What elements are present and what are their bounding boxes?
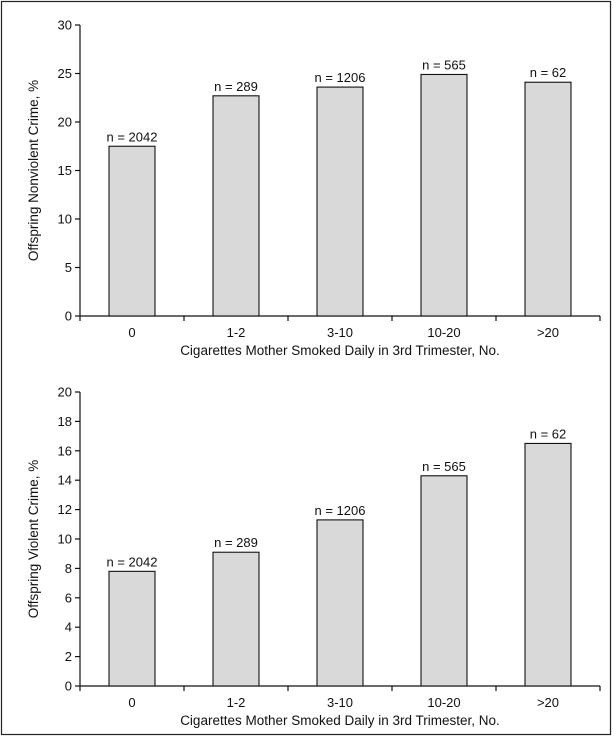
y-axis-title: Offspring Nonviolent Crime, % — [26, 80, 41, 261]
bar-data-label: n = 289 — [214, 79, 258, 94]
y-axis-title: Offspring Violent Crime, % — [26, 460, 41, 619]
x-tick-label: 1-2 — [227, 325, 246, 340]
bar-data-label: n = 1206 — [315, 70, 366, 85]
nonviolent-crime-chart: 0 5 10 15 20 25 30 n = 2042 0 n = 289 1-2 n = 1206 3… — [26, 18, 601, 358]
bar-3-10 — [316, 86, 364, 317]
y-tick-label: 10 — [58, 532, 72, 547]
bar-0 — [108, 570, 156, 687]
bar-data-label: n = 62 — [530, 426, 567, 441]
x-tick-label: 3-10 — [327, 325, 353, 340]
bar-3-10 — [316, 519, 364, 687]
x-tick-label: 10-20 — [427, 695, 460, 710]
x-tick-label: 0 — [128, 325, 135, 340]
y-tick-label: 2 — [65, 649, 72, 664]
bar-data-label: n = 565 — [422, 459, 466, 474]
bar-data-label: n = 1206 — [315, 503, 366, 518]
bar-10-20 — [420, 475, 468, 687]
y-tick-label: 25 — [58, 66, 72, 81]
bar-data-label: n = 2042 — [107, 554, 158, 569]
y-tick-label: 0 — [65, 309, 72, 324]
y-tick-label: 20 — [58, 385, 72, 400]
y-tick-label: 30 — [58, 18, 72, 33]
y-tick-label: 16 — [58, 443, 72, 458]
x-tick-label: 1-2 — [227, 695, 246, 710]
bar-1-2 — [212, 551, 260, 687]
y-tick-label: 12 — [58, 502, 72, 517]
bar-data-label: n = 62 — [530, 65, 567, 80]
y-tick-label: 8 — [65, 561, 72, 576]
violent-crime-chart: 0 2 4 6 8 10 12 14 16 18 20 n = 2042 0 n = 289 1-2 n = … — [26, 385, 601, 728]
x-tick-label: 3-10 — [327, 695, 353, 710]
y-tick-label: 10 — [58, 212, 72, 227]
y-tick-label: 0 — [65, 679, 72, 694]
y-tick-label: 20 — [58, 115, 72, 130]
x-tick-label: >20 — [537, 695, 559, 710]
x-axis-title: Cigarettes Mother Smoked Daily in 3rd Tr… — [180, 343, 500, 358]
bar-data-label: n = 2042 — [107, 129, 158, 144]
bar->20 — [524, 81, 572, 317]
x-axis-title: Cigarettes Mother Smoked Daily in 3rd Tr… — [180, 713, 500, 728]
x-tick-label: 10-20 — [427, 325, 460, 340]
bar-0 — [108, 145, 156, 317]
x-tick-label: >20 — [537, 325, 559, 340]
bar-10-20 — [420, 73, 468, 317]
x-tick-label: 0 — [128, 695, 135, 710]
y-tick-label: 14 — [58, 473, 72, 488]
bar-data-label: n = 289 — [214, 535, 258, 550]
y-tick-label: 4 — [65, 620, 72, 635]
bar-1-2 — [212, 95, 260, 317]
bar-data-label: n = 565 — [422, 57, 466, 72]
y-tick-label: 15 — [58, 163, 72, 178]
y-tick-label: 5 — [65, 260, 72, 275]
y-tick-label: 18 — [58, 414, 72, 429]
bar->20 — [524, 442, 572, 687]
y-tick-label: 6 — [65, 590, 72, 605]
